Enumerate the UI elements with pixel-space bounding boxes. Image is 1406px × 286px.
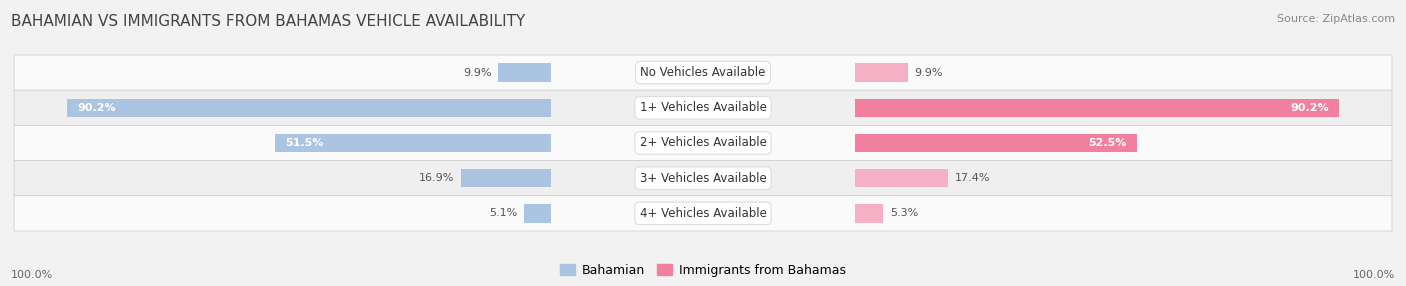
Text: 52.5%: 52.5% <box>1088 138 1126 148</box>
Text: 3+ Vehicles Available: 3+ Vehicles Available <box>640 172 766 185</box>
Bar <box>274 134 551 152</box>
Text: No Vehicles Available: No Vehicles Available <box>640 66 766 79</box>
Text: 100.0%: 100.0% <box>1353 270 1395 280</box>
Legend: Bahamian, Immigrants from Bahamas: Bahamian, Immigrants from Bahamas <box>561 264 845 277</box>
Bar <box>498 63 551 82</box>
Bar <box>855 99 1340 117</box>
Text: 9.9%: 9.9% <box>463 67 491 78</box>
Text: 90.2%: 90.2% <box>1291 103 1329 113</box>
Bar <box>855 134 1136 152</box>
FancyBboxPatch shape <box>14 161 1392 196</box>
Text: 100.0%: 100.0% <box>11 270 53 280</box>
Text: 9.9%: 9.9% <box>915 67 943 78</box>
Bar <box>855 63 908 82</box>
Bar <box>855 169 948 187</box>
Bar <box>855 204 883 223</box>
Bar <box>461 169 551 187</box>
Text: 5.1%: 5.1% <box>489 208 517 219</box>
Text: 4+ Vehicles Available: 4+ Vehicles Available <box>640 207 766 220</box>
Text: 17.4%: 17.4% <box>955 173 990 183</box>
FancyBboxPatch shape <box>14 196 1392 231</box>
Text: Source: ZipAtlas.com: Source: ZipAtlas.com <box>1277 14 1395 24</box>
Text: 16.9%: 16.9% <box>419 173 454 183</box>
FancyBboxPatch shape <box>14 55 1392 90</box>
Text: BAHAMIAN VS IMMIGRANTS FROM BAHAMAS VEHICLE AVAILABILITY: BAHAMIAN VS IMMIGRANTS FROM BAHAMAS VEHI… <box>11 14 526 29</box>
Text: 5.3%: 5.3% <box>890 208 918 219</box>
FancyBboxPatch shape <box>14 90 1392 125</box>
Bar <box>524 204 551 223</box>
Text: 1+ Vehicles Available: 1+ Vehicles Available <box>640 101 766 114</box>
Text: 90.2%: 90.2% <box>77 103 115 113</box>
Text: 2+ Vehicles Available: 2+ Vehicles Available <box>640 136 766 150</box>
Bar <box>66 99 551 117</box>
FancyBboxPatch shape <box>14 125 1392 161</box>
Text: 51.5%: 51.5% <box>285 138 323 148</box>
